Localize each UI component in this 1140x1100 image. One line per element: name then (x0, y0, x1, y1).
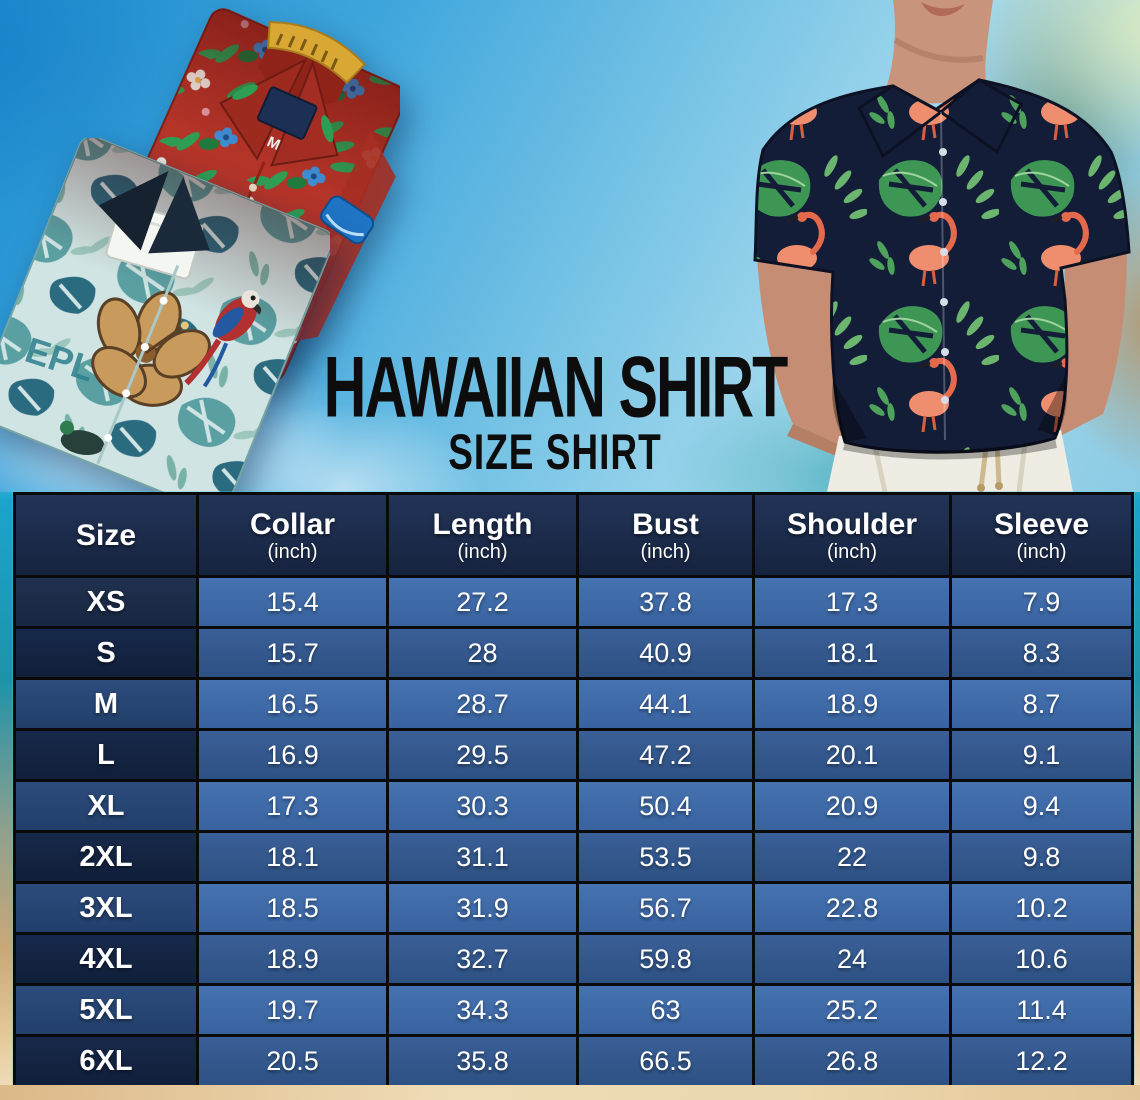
value-cell: 20.9 (755, 782, 949, 830)
value-cell: 17.3 (755, 578, 949, 626)
value-cell: 44.1 (579, 680, 752, 728)
value-cell: 10.2 (952, 884, 1131, 932)
column-header-collar: Collar (inch) (199, 495, 386, 575)
hibiscus-flower (91, 290, 211, 407)
value-cell: 27.2 (389, 578, 576, 626)
size-cell: M (16, 680, 196, 728)
value-cell: 66.5 (579, 1037, 752, 1085)
table-row: 5XL 19.7 34.3 63 25.2 11.4 (16, 986, 1131, 1034)
hero-title-block: HAWAIIAN SHIRT SIZE SHIRT (312, 338, 798, 477)
value-cell: 24 (755, 935, 949, 983)
model-lips (921, 2, 965, 16)
page-title: HAWAIIAN SHIRT (323, 338, 789, 435)
size-cell: 4XL (16, 935, 196, 983)
value-cell: 28.7 (389, 680, 576, 728)
size-cell: XS (16, 578, 196, 626)
value-cell: 16.9 (199, 731, 386, 779)
column-header-shoulder: Shoulder (inch) (755, 495, 949, 575)
table-row: XL 17.3 30.3 50.4 20.9 9.4 (16, 782, 1131, 830)
sand-strip (0, 1085, 1140, 1100)
value-cell: 15.4 (199, 578, 386, 626)
value-cell: 56.7 (579, 884, 752, 932)
model-face (885, 0, 993, 104)
value-cell: 18.1 (199, 833, 386, 881)
size-table: Size Collar (inch) Length (inch) Bust (i… (13, 492, 1134, 1088)
value-cell: 40.9 (579, 629, 752, 677)
value-cell: 8.7 (952, 680, 1131, 728)
value-cell: 18.9 (199, 935, 386, 983)
model-shirt (753, 78, 1131, 460)
value-cell: 19.7 (199, 986, 386, 1034)
value-cell: 7.9 (952, 578, 1131, 626)
value-cell: 37.8 (579, 578, 752, 626)
hero-section: M (0, 0, 1140, 492)
value-cell: 28 (389, 629, 576, 677)
value-cell: 31.9 (389, 884, 576, 932)
size-cell: L (16, 731, 196, 779)
column-header-length: Length (inch) (389, 495, 576, 575)
size-cell: XL (16, 782, 196, 830)
table-row: 2XL 18.1 31.1 53.5 22 9.8 (16, 833, 1131, 881)
value-cell: 9.4 (952, 782, 1131, 830)
model-photo (753, 0, 1131, 492)
value-cell: 35.8 (389, 1037, 576, 1085)
table-header-row: Size Collar (inch) Length (inch) Bust (i… (16, 495, 1131, 575)
value-cell: 50.4 (579, 782, 752, 830)
value-cell: 15.7 (199, 629, 386, 677)
value-cell: 9.1 (952, 731, 1131, 779)
teal-shirt-photo: EPL (0, 138, 330, 492)
value-cell: 29.5 (389, 731, 576, 779)
value-cell: 26.8 (755, 1037, 949, 1085)
value-cell: 8.3 (952, 629, 1131, 677)
page-subtitle: SIZE SHIRT (448, 424, 662, 480)
value-cell: 30.3 (389, 782, 576, 830)
value-cell: 20.5 (199, 1037, 386, 1085)
column-header-size: Size (16, 495, 196, 575)
size-cell: 5XL (16, 986, 196, 1034)
value-cell: 59.8 (579, 935, 752, 983)
value-cell: 32.7 (389, 935, 576, 983)
value-cell: 22 (755, 833, 949, 881)
table-row: XS 15.4 27.2 37.8 17.3 7.9 (16, 578, 1131, 626)
table-row: S 15.7 28 40.9 18.1 8.3 (16, 629, 1131, 677)
value-cell: 18.1 (755, 629, 949, 677)
column-header-bust: Bust (inch) (579, 495, 752, 575)
value-cell: 11.4 (952, 986, 1131, 1034)
parrot (184, 290, 262, 388)
value-cell: 20.1 (755, 731, 949, 779)
value-cell: 9.8 (952, 833, 1131, 881)
value-cell: 34.3 (389, 986, 576, 1034)
table-row: 6XL 20.5 35.8 66.5 26.8 12.2 (16, 1037, 1131, 1085)
value-cell: 12.2 (952, 1037, 1131, 1085)
table-row: 3XL 18.5 31.9 56.7 22.8 10.2 (16, 884, 1131, 932)
value-cell: 17.3 (199, 782, 386, 830)
value-cell: 18.9 (755, 680, 949, 728)
size-cell: S (16, 629, 196, 677)
value-cell: 22.8 (755, 884, 949, 932)
column-header-sleeve: Sleeve (inch) (952, 495, 1131, 575)
value-cell: 25.2 (755, 986, 949, 1034)
bird (59, 420, 105, 456)
size-cell: 3XL (16, 884, 196, 932)
size-cell: 6XL (16, 1037, 196, 1085)
value-cell: 31.1 (389, 833, 576, 881)
table-row: L 16.9 29.5 47.2 20.1 9.1 (16, 731, 1131, 779)
table-row: 4XL 18.9 32.7 59.8 24 10.6 (16, 935, 1131, 983)
table-row: M 16.5 28.7 44.1 18.9 8.7 (16, 680, 1131, 728)
value-cell: 47.2 (579, 731, 752, 779)
shirt-buttons (939, 148, 949, 404)
red-shirt-logo-patch (320, 195, 375, 245)
value-cell: 53.5 (579, 833, 752, 881)
value-cell: 10.6 (952, 935, 1131, 983)
value-cell: 18.5 (199, 884, 386, 932)
value-cell: 16.5 (199, 680, 386, 728)
value-cell: 63 (579, 986, 752, 1034)
size-cell: 2XL (16, 833, 196, 881)
table-body: XS 15.4 27.2 37.8 17.3 7.9 S 15.7 28 40.9 18.1 8… (16, 578, 1131, 1085)
